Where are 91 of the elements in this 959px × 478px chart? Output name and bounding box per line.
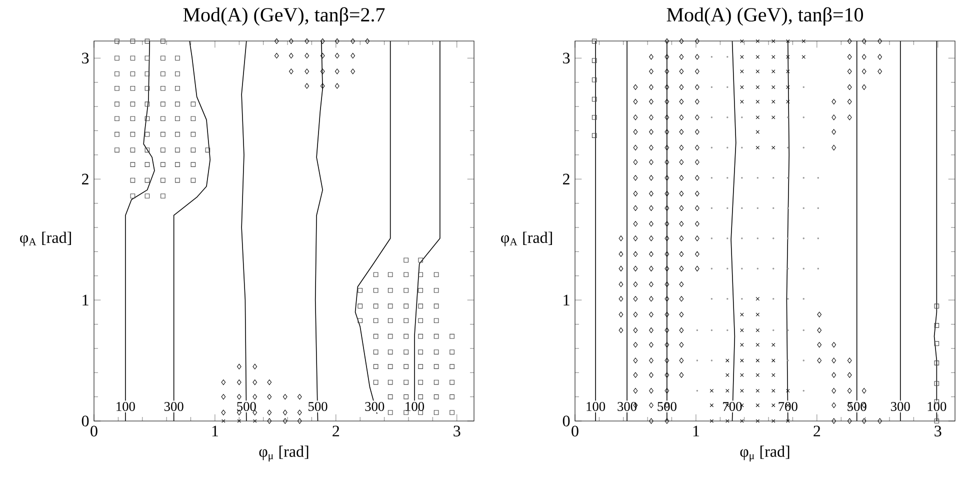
point xyxy=(304,68,310,74)
point xyxy=(334,68,340,74)
point xyxy=(592,96,597,102)
point xyxy=(297,418,302,424)
annotation: 300 xyxy=(164,402,184,411)
point xyxy=(236,394,242,400)
point xyxy=(304,83,310,89)
point xyxy=(282,410,288,416)
point xyxy=(320,38,325,44)
point xyxy=(350,52,356,59)
x-axis-title: φ$_{μ}$ [rad] xyxy=(740,446,790,462)
point xyxy=(592,133,597,138)
point xyxy=(252,379,258,386)
x-tick-label: 1 xyxy=(212,426,218,436)
y-tick-label: 3 xyxy=(82,52,89,64)
annotation: 500 xyxy=(308,402,328,411)
annotation: 500 xyxy=(848,402,866,411)
point xyxy=(350,38,356,44)
point xyxy=(267,394,272,400)
y-tick-label: 0 xyxy=(562,416,570,426)
annotation: 300 xyxy=(365,402,384,411)
x-tick-label: 1 xyxy=(693,426,700,436)
chart-title: Mod(A) (GeV), tanβ=10 xyxy=(666,7,864,26)
point xyxy=(934,360,940,366)
point xyxy=(592,77,597,82)
y-axis-title: φ$_{A}$ [rad] xyxy=(501,232,552,246)
point xyxy=(221,410,226,416)
point xyxy=(334,83,340,89)
point xyxy=(320,68,325,74)
annotation: 100 xyxy=(586,402,606,411)
point xyxy=(274,52,279,59)
y-tick-label: 1 xyxy=(82,294,88,306)
annotation: 700 xyxy=(723,402,742,411)
point xyxy=(592,114,597,120)
point xyxy=(592,38,597,44)
point xyxy=(288,52,294,59)
point xyxy=(365,38,370,44)
point xyxy=(274,38,279,44)
annotation: 700 xyxy=(778,402,798,411)
point xyxy=(304,38,310,44)
point xyxy=(934,323,940,328)
y-tick-label: 1 xyxy=(564,294,570,306)
point xyxy=(934,341,940,346)
point xyxy=(592,58,597,63)
point xyxy=(267,379,272,386)
x-tick-label: 0 xyxy=(572,426,578,436)
point xyxy=(934,418,940,424)
annotation: 100 xyxy=(116,402,135,411)
point xyxy=(221,394,226,400)
y-tick-label: 3 xyxy=(563,52,570,64)
point xyxy=(334,52,340,59)
point xyxy=(237,419,242,423)
point xyxy=(252,394,258,400)
point xyxy=(222,419,226,423)
annotation: 500 xyxy=(237,402,256,411)
x-tick-label: 0 xyxy=(90,426,98,436)
point xyxy=(282,394,288,400)
point xyxy=(934,304,940,308)
x-tick-label: 2 xyxy=(332,426,340,436)
point xyxy=(221,379,226,386)
point xyxy=(304,52,310,59)
point xyxy=(288,38,294,44)
x-axis-title: φ$_{μ}$ [rad] xyxy=(259,446,308,462)
y-tick-label: 2 xyxy=(82,174,88,184)
x-tick-label: 3 xyxy=(454,426,460,436)
y-tick-label: 2 xyxy=(563,174,570,184)
x-tick-label: 2 xyxy=(814,426,820,436)
point xyxy=(320,83,325,89)
point xyxy=(267,418,272,424)
annotation: 100 xyxy=(928,402,946,411)
point xyxy=(236,364,242,370)
point xyxy=(252,364,258,370)
point xyxy=(334,38,340,44)
annotation: 300 xyxy=(618,402,637,411)
point xyxy=(320,52,325,59)
point xyxy=(253,419,257,423)
chart-title: Mod(A) (GeV), tanβ=2.7 xyxy=(183,7,385,26)
point xyxy=(934,381,940,386)
x-tick-label: 3 xyxy=(934,426,942,436)
point xyxy=(288,68,294,74)
point xyxy=(282,418,288,424)
point xyxy=(350,68,356,74)
y-axis-title: φ$_{A}$ [rad] xyxy=(20,232,71,246)
point xyxy=(297,394,302,400)
annotation: 300 xyxy=(891,402,910,411)
annotation: 100 xyxy=(406,402,424,411)
y-tick-label: 0 xyxy=(82,416,89,426)
point xyxy=(236,379,242,386)
annotation: 500 xyxy=(658,402,676,411)
point xyxy=(267,410,272,416)
point xyxy=(297,410,302,416)
